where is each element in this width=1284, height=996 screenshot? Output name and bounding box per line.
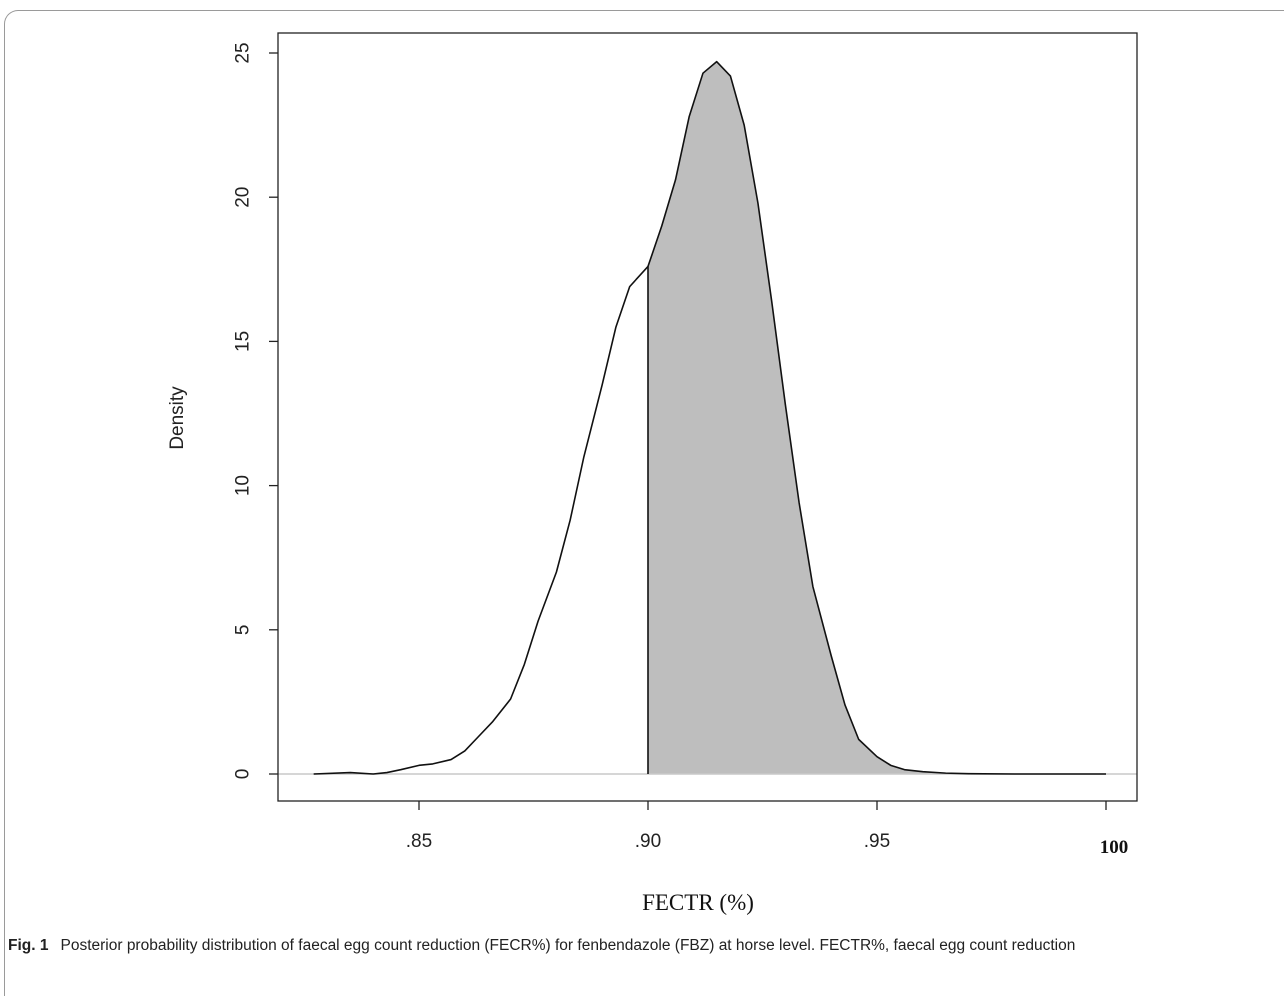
y-tick-label: 0	[233, 769, 254, 780]
density-chart: 0 5 10 15 20 25 .85 .90 .95 100 Density FECTR (%)	[167, 32, 1138, 915]
shaded-area	[648, 61, 1106, 775]
y-tick-label: 5	[233, 625, 254, 636]
y-axis-label: Density	[167, 386, 188, 450]
caption-label: Fig. 1	[8, 937, 49, 954]
figure-caption: Fig. 1 Posterior probability distribution…	[8, 935, 1273, 957]
x-tick-label: .85	[406, 831, 432, 852]
x-tick-label: 100	[1100, 837, 1129, 858]
figure-frame	[4, 10, 1284, 996]
y-tick-label: 20	[233, 187, 254, 208]
y-tick-label: 10	[233, 475, 254, 496]
caption-text: Posterior probability distribution of fa…	[60, 937, 1076, 954]
x-tick-label: .95	[864, 831, 890, 852]
x-axis-label: FECTR (%)	[642, 890, 754, 915]
plot-frame	[277, 32, 1138, 802]
y-tick-label: 15	[233, 331, 254, 352]
x-tick-label: .90	[635, 831, 661, 852]
y-tick-label: 25	[233, 42, 254, 63]
density-curve	[313, 60, 1106, 775]
